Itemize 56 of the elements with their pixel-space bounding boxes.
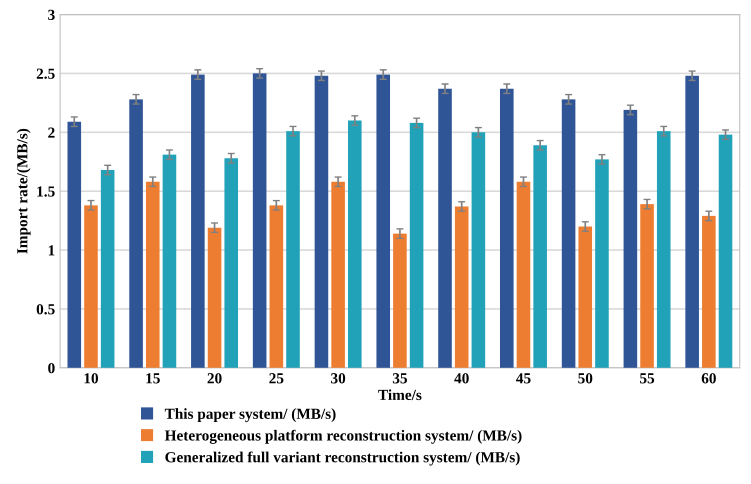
bar [331, 182, 345, 368]
y-tick-label: 1.5 [37, 186, 55, 197]
x-tick-label: 20 [208, 373, 222, 384]
bar [718, 134, 732, 368]
legend-label: Heterogeneous platform reconstruction system/ (MB/s) [164, 430, 522, 444]
bar [270, 205, 284, 368]
x-tick-label: 45 [516, 373, 531, 384]
y-tick-label: 3 [48, 10, 55, 20]
bar [393, 234, 407, 368]
bar [208, 228, 222, 368]
bar [191, 74, 205, 368]
x-tick-label: 25 [269, 373, 284, 384]
bar [67, 122, 82, 368]
bar [252, 73, 266, 368]
bar [472, 132, 486, 368]
bar [702, 216, 716, 368]
bar [562, 99, 576, 368]
bar [624, 110, 638, 368]
bar [146, 182, 160, 368]
bar [224, 158, 238, 368]
bar [129, 99, 143, 368]
y-tick-label: 2 [48, 127, 55, 138]
bar [376, 74, 390, 368]
x-tick-label: 15 [146, 373, 160, 384]
x-tick-label: 60 [702, 373, 716, 384]
bar [410, 122, 424, 368]
y-axis-title: Import rate/(MB/s) [16, 128, 31, 254]
bar [500, 88, 514, 368]
y-tick-label: 0 [48, 362, 55, 374]
y-tick-label: 2.5 [36, 68, 55, 79]
bar [595, 159, 609, 368]
bar [685, 76, 699, 368]
y-tick-label: 1 [48, 245, 54, 256]
bar [438, 88, 452, 368]
bar [656, 131, 671, 368]
bar [348, 120, 362, 368]
bar [314, 76, 328, 368]
x-tick-label: 30 [331, 373, 346, 384]
bar [84, 205, 98, 368]
x-axis-title: Time/s [378, 389, 422, 400]
x-tick-label: 35 [392, 373, 407, 384]
bar [286, 131, 300, 368]
legend-label: Generalized full variant reconstruction system/ (MB/s) [165, 451, 520, 466]
x-tick-label: 55 [640, 373, 654, 384]
bar [640, 204, 654, 368]
bar [533, 145, 547, 368]
y-tick-label: 0.5 [36, 304, 55, 314]
bar [516, 182, 530, 368]
bar [578, 226, 592, 368]
x-tick-label: 40 [454, 373, 469, 384]
x-tick-label: 10 [84, 373, 98, 384]
bar [162, 154, 176, 368]
x-tick-label: 50 [578, 373, 592, 384]
bar [454, 206, 468, 368]
bar [100, 170, 114, 368]
legend-label: This paper system/ (MB/s) [164, 408, 336, 422]
